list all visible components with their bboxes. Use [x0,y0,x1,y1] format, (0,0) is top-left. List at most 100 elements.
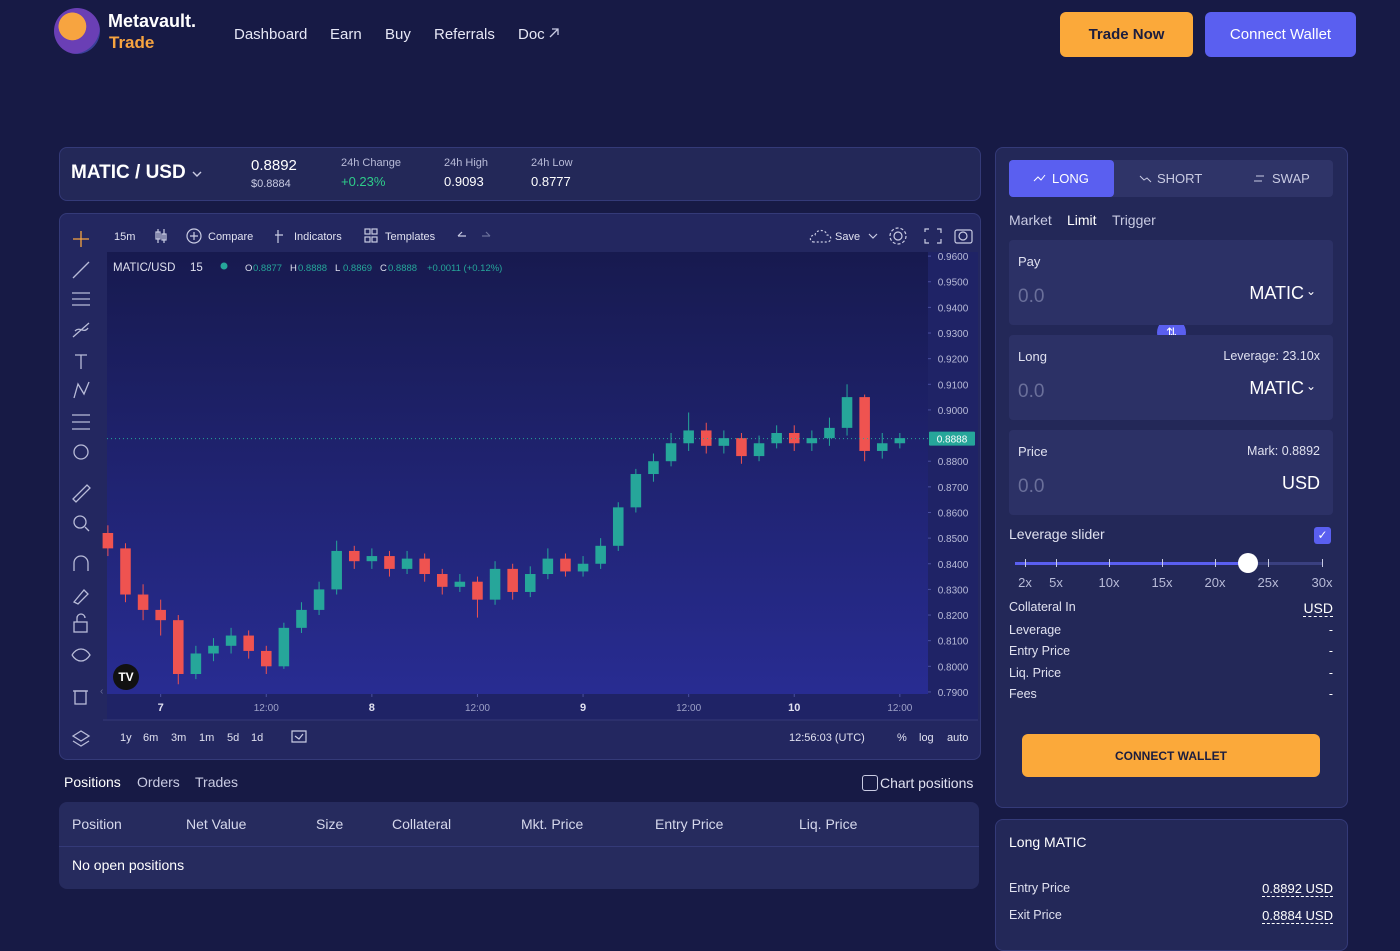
candle-body [225,635,237,646]
chevron: ⌄ [1306,284,1317,298]
chart-positions-label: Chart positions [880,775,974,791]
candle-body [260,650,272,667]
save[interactable]: Save [835,231,860,243]
y-tick-label: 0.8600 [938,508,969,519]
candle-body [648,461,659,475]
nav-link[interactable]: Referrals [434,26,495,43]
y-tick-label: 0.8800 [938,457,969,468]
tab[interactable]: Orders [137,774,180,790]
input-label: Long [1018,349,1047,364]
shape [72,322,90,338]
slider-knob[interactable] [1238,553,1258,573]
trade-now-button[interactable]: Trade Now [1060,12,1193,57]
x-tick-label: 7 [158,702,164,714]
x-tick-label: 12:00 [887,703,912,714]
order-type-active[interactable]: Limit [1067,212,1097,228]
info-value: 0.8892 USD [1262,881,1333,897]
last-price-label: 0.8888 [937,435,968,446]
candle-body [718,438,730,446]
shape [275,230,283,243]
shape [868,233,878,239]
x-tick-label: 12:00 [254,703,279,714]
range-button[interactable]: 5d [227,732,239,744]
shape [72,484,91,503]
detail-value: USD [1303,600,1333,617]
shape [192,171,202,177]
shape [72,589,89,605]
price-axis-background [928,252,978,694]
chart-positions-checkbox[interactable] [862,775,878,791]
slider-mark: 5x [1049,575,1063,590]
range-button[interactable]: 1m [199,732,214,744]
candle-body [454,581,466,587]
shape [71,648,91,662]
pair-selector[interactable]: MATIC / USD [71,162,186,183]
candle-body [788,433,800,444]
connect-wallet-button[interactable]: CONNECT WALLET [1022,734,1320,777]
y-tick-label: 0.8100 [938,637,969,648]
legend-key: H [290,263,297,274]
slider-mark: 30x [1311,575,1333,590]
positions-table [59,802,979,889]
column-header: Size [316,816,344,832]
scale-option[interactable]: auto [947,732,968,744]
amount-input[interactable]: 0.0 [1018,286,1045,307]
stat-label: 24h Low [531,157,573,169]
amount-input[interactable]: 0.0 [1018,476,1045,497]
slider-tick [1162,559,1163,567]
shape [889,227,907,245]
scale-option[interactable]: log [919,732,934,744]
nav-link[interactable]: Dashboard [234,26,308,43]
shape [73,555,89,571]
mode-tab[interactable]: LONG [1052,171,1089,186]
tab[interactable]: Trades [195,774,239,790]
logo [54,8,100,54]
token-select[interactable]: MATIC [1249,378,1304,398]
order-type[interactable]: Market [1009,212,1052,228]
token-select[interactable]: MATIC [1249,283,1304,303]
tv-logo [113,664,139,690]
compare[interactable]: Compare [208,231,253,243]
scale-option[interactable]: % [897,732,907,744]
range-button[interactable]: 1y [120,732,132,744]
mode-icons [1033,174,1264,183]
stat-value: 0.9093 [444,174,484,189]
amount-input[interactable]: 0.0 [1018,381,1045,402]
candle-body [155,609,166,621]
tab-active[interactable]: Positions [64,774,121,790]
toolbar-icons [155,227,973,743]
interval[interactable]: 15m [114,231,135,243]
range-button[interactable]: 3m [171,732,186,744]
mode-tab[interactable]: SHORT [1157,171,1203,186]
order-type[interactable]: Trigger [1112,212,1156,228]
nav-link[interactable]: Earn [330,26,362,43]
templates[interactable]: Templates [385,231,436,243]
candle-body [348,550,360,562]
shape [76,613,86,622]
y-tick-label: 0.9600 [938,252,969,263]
shape [75,354,87,369]
legend-value: 0.8888 [388,263,417,274]
slider-tick [1056,559,1057,567]
mode-tab[interactable]: SWAP [1272,171,1310,186]
candle-body [560,558,571,572]
nav-link[interactable]: Doc [518,26,545,43]
y-tick-label: 0.8700 [938,483,969,494]
legend-value: 0.8877 [253,263,282,274]
slider-checkbox[interactable]: ✓ [1314,527,1331,544]
range-button[interactable]: 6m [143,732,158,744]
candle-body [665,443,677,462]
range-button[interactable]: 1d [251,732,263,744]
shape [72,261,90,279]
indicators[interactable]: Indicators [294,231,342,243]
shape [954,229,973,244]
detail-value: - [1328,623,1333,637]
drawing-tools [71,231,91,747]
shape [364,236,371,243]
input-box [1009,335,1333,420]
candle-body [841,397,853,428]
candle-body [542,558,554,575]
connect-wallet-button[interactable]: Connect Wallet [1205,12,1356,57]
nav-link[interactable]: Buy [385,26,411,43]
legend-ohlc: O 0.8877 H 0.8888 L 0.8869 C 0.8888 [245,263,417,274]
